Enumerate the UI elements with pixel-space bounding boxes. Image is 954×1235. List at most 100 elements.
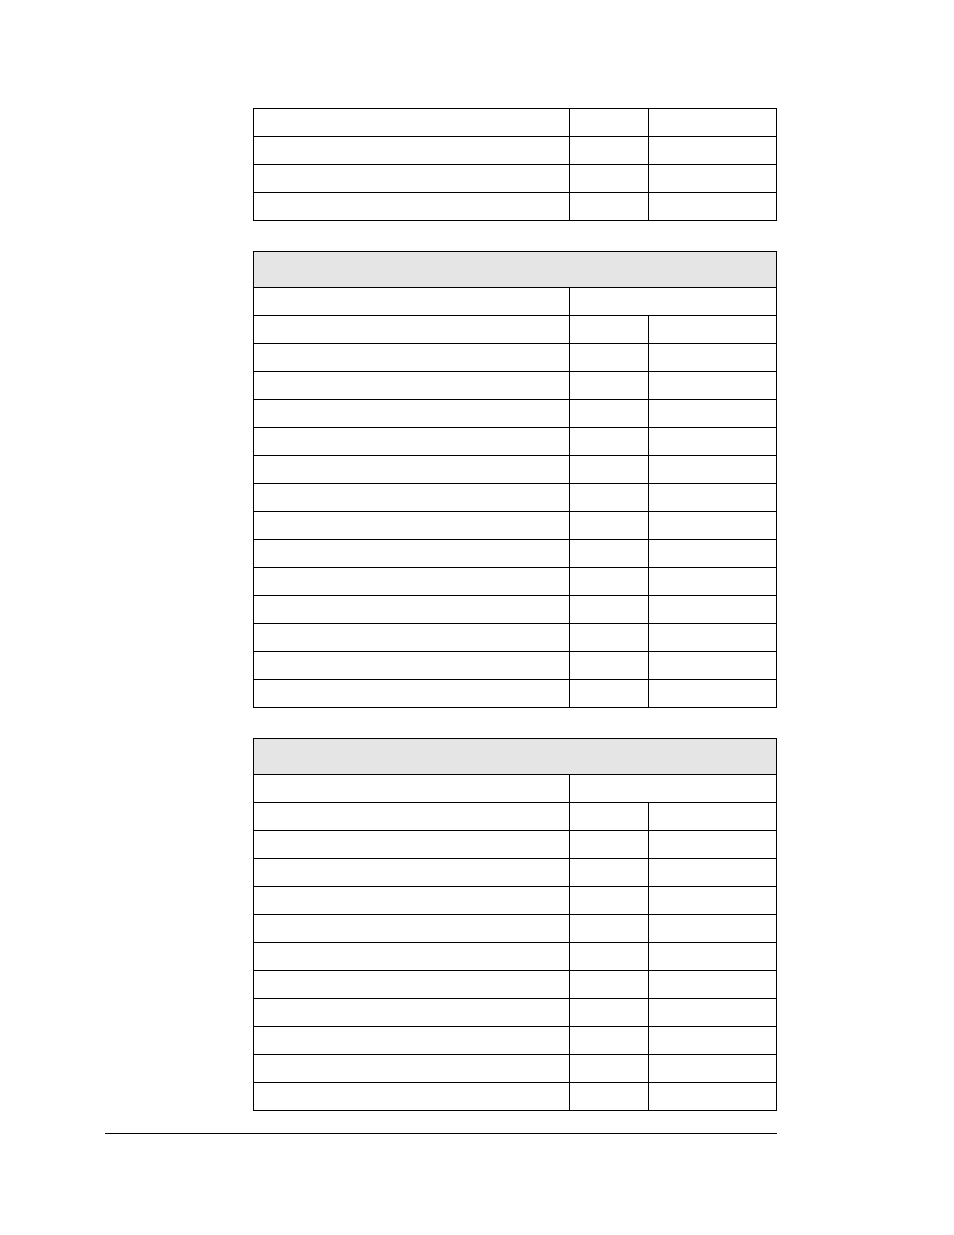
- table-cell: [570, 971, 648, 999]
- table-row: [254, 428, 777, 456]
- table-cell: [648, 859, 776, 887]
- table-cell: [254, 456, 570, 484]
- table-cell: [648, 428, 776, 456]
- table-row: [254, 316, 777, 344]
- table-cell: [648, 831, 776, 859]
- table-cell: [570, 831, 648, 859]
- table-3: [253, 738, 777, 1111]
- table-cell: [648, 999, 776, 1027]
- table-cell: [570, 1027, 648, 1055]
- table-cell: [570, 540, 648, 568]
- table-cell: [648, 456, 776, 484]
- table-row: [254, 803, 777, 831]
- table-cell: [570, 344, 648, 372]
- table-cell: [254, 999, 570, 1027]
- table-cell: [254, 344, 570, 372]
- table-cell: [254, 887, 570, 915]
- table-cell: [570, 193, 648, 221]
- table-row: [254, 484, 777, 512]
- table-cell: [648, 316, 776, 344]
- table-header-cell: [254, 252, 777, 288]
- table-cell: [254, 915, 570, 943]
- table-cell: [254, 596, 570, 624]
- table-cell: [254, 137, 570, 165]
- table-cell: [570, 915, 648, 943]
- table-cell: [648, 803, 776, 831]
- table-row: [254, 512, 777, 540]
- table-cell: [570, 137, 648, 165]
- table-cell: [570, 1055, 648, 1083]
- table-cell: [648, 137, 776, 165]
- table-cell: [254, 428, 570, 456]
- table-cell: [570, 109, 648, 137]
- table-cell: [570, 484, 648, 512]
- table-row: [254, 165, 777, 193]
- table-cell: [254, 193, 570, 221]
- table-2: [253, 251, 777, 708]
- table-row: [254, 624, 777, 652]
- table-cell: [254, 512, 570, 540]
- table-cell: [648, 915, 776, 943]
- table-cell: [254, 680, 570, 708]
- table-cell: [570, 803, 648, 831]
- table-cell: [254, 859, 570, 887]
- table-cell: [648, 1055, 776, 1083]
- table-cell: [570, 316, 648, 344]
- table-row: [254, 859, 777, 887]
- table-cell: [648, 680, 776, 708]
- table-row: [254, 831, 777, 859]
- table-cell: [648, 1083, 776, 1111]
- table-cell: [570, 652, 648, 680]
- table-cell: [648, 887, 776, 915]
- table-row: [254, 540, 777, 568]
- table-cell: [648, 193, 776, 221]
- table-header-cell: [254, 739, 777, 775]
- table-cell: [648, 400, 776, 428]
- table-cell: [570, 775, 777, 803]
- table-row: [254, 652, 777, 680]
- table-row: [254, 887, 777, 915]
- table-cell: [254, 1027, 570, 1055]
- table-cell: [648, 652, 776, 680]
- table-cell: [570, 568, 648, 596]
- table-cell: [254, 316, 570, 344]
- table-cell: [648, 540, 776, 568]
- table-cell: [570, 456, 648, 484]
- table-cell: [570, 859, 648, 887]
- table-cell: [254, 775, 570, 803]
- table-cell: [254, 484, 570, 512]
- table-header-row: [254, 252, 777, 288]
- table-cell: [254, 1083, 570, 1111]
- table-cell: [254, 568, 570, 596]
- table-row: [254, 193, 777, 221]
- table-cell: [648, 512, 776, 540]
- table-cell: [648, 971, 776, 999]
- table-cell: [648, 109, 776, 137]
- table-cell: [254, 165, 570, 193]
- table-row: [254, 568, 777, 596]
- table-cell: [648, 165, 776, 193]
- table-cell: [570, 999, 648, 1027]
- table-row: [254, 596, 777, 624]
- table-row: [254, 999, 777, 1027]
- table-cell: [254, 1055, 570, 1083]
- table-cell: [648, 372, 776, 400]
- table-cell: [648, 484, 776, 512]
- table-cell: [648, 624, 776, 652]
- table-cell: [570, 624, 648, 652]
- table-row: [254, 680, 777, 708]
- table-row: [254, 372, 777, 400]
- table-cell: [254, 943, 570, 971]
- table-cell: [570, 680, 648, 708]
- table-row: [254, 344, 777, 372]
- table-cell: [254, 372, 570, 400]
- table-cell: [648, 596, 776, 624]
- table-cell: [254, 400, 570, 428]
- table-cell: [648, 943, 776, 971]
- table-cell: [570, 400, 648, 428]
- table-row: [254, 137, 777, 165]
- table-cell: [254, 288, 570, 316]
- table-cell: [254, 652, 570, 680]
- table-cell: [254, 971, 570, 999]
- table-cell: [570, 887, 648, 915]
